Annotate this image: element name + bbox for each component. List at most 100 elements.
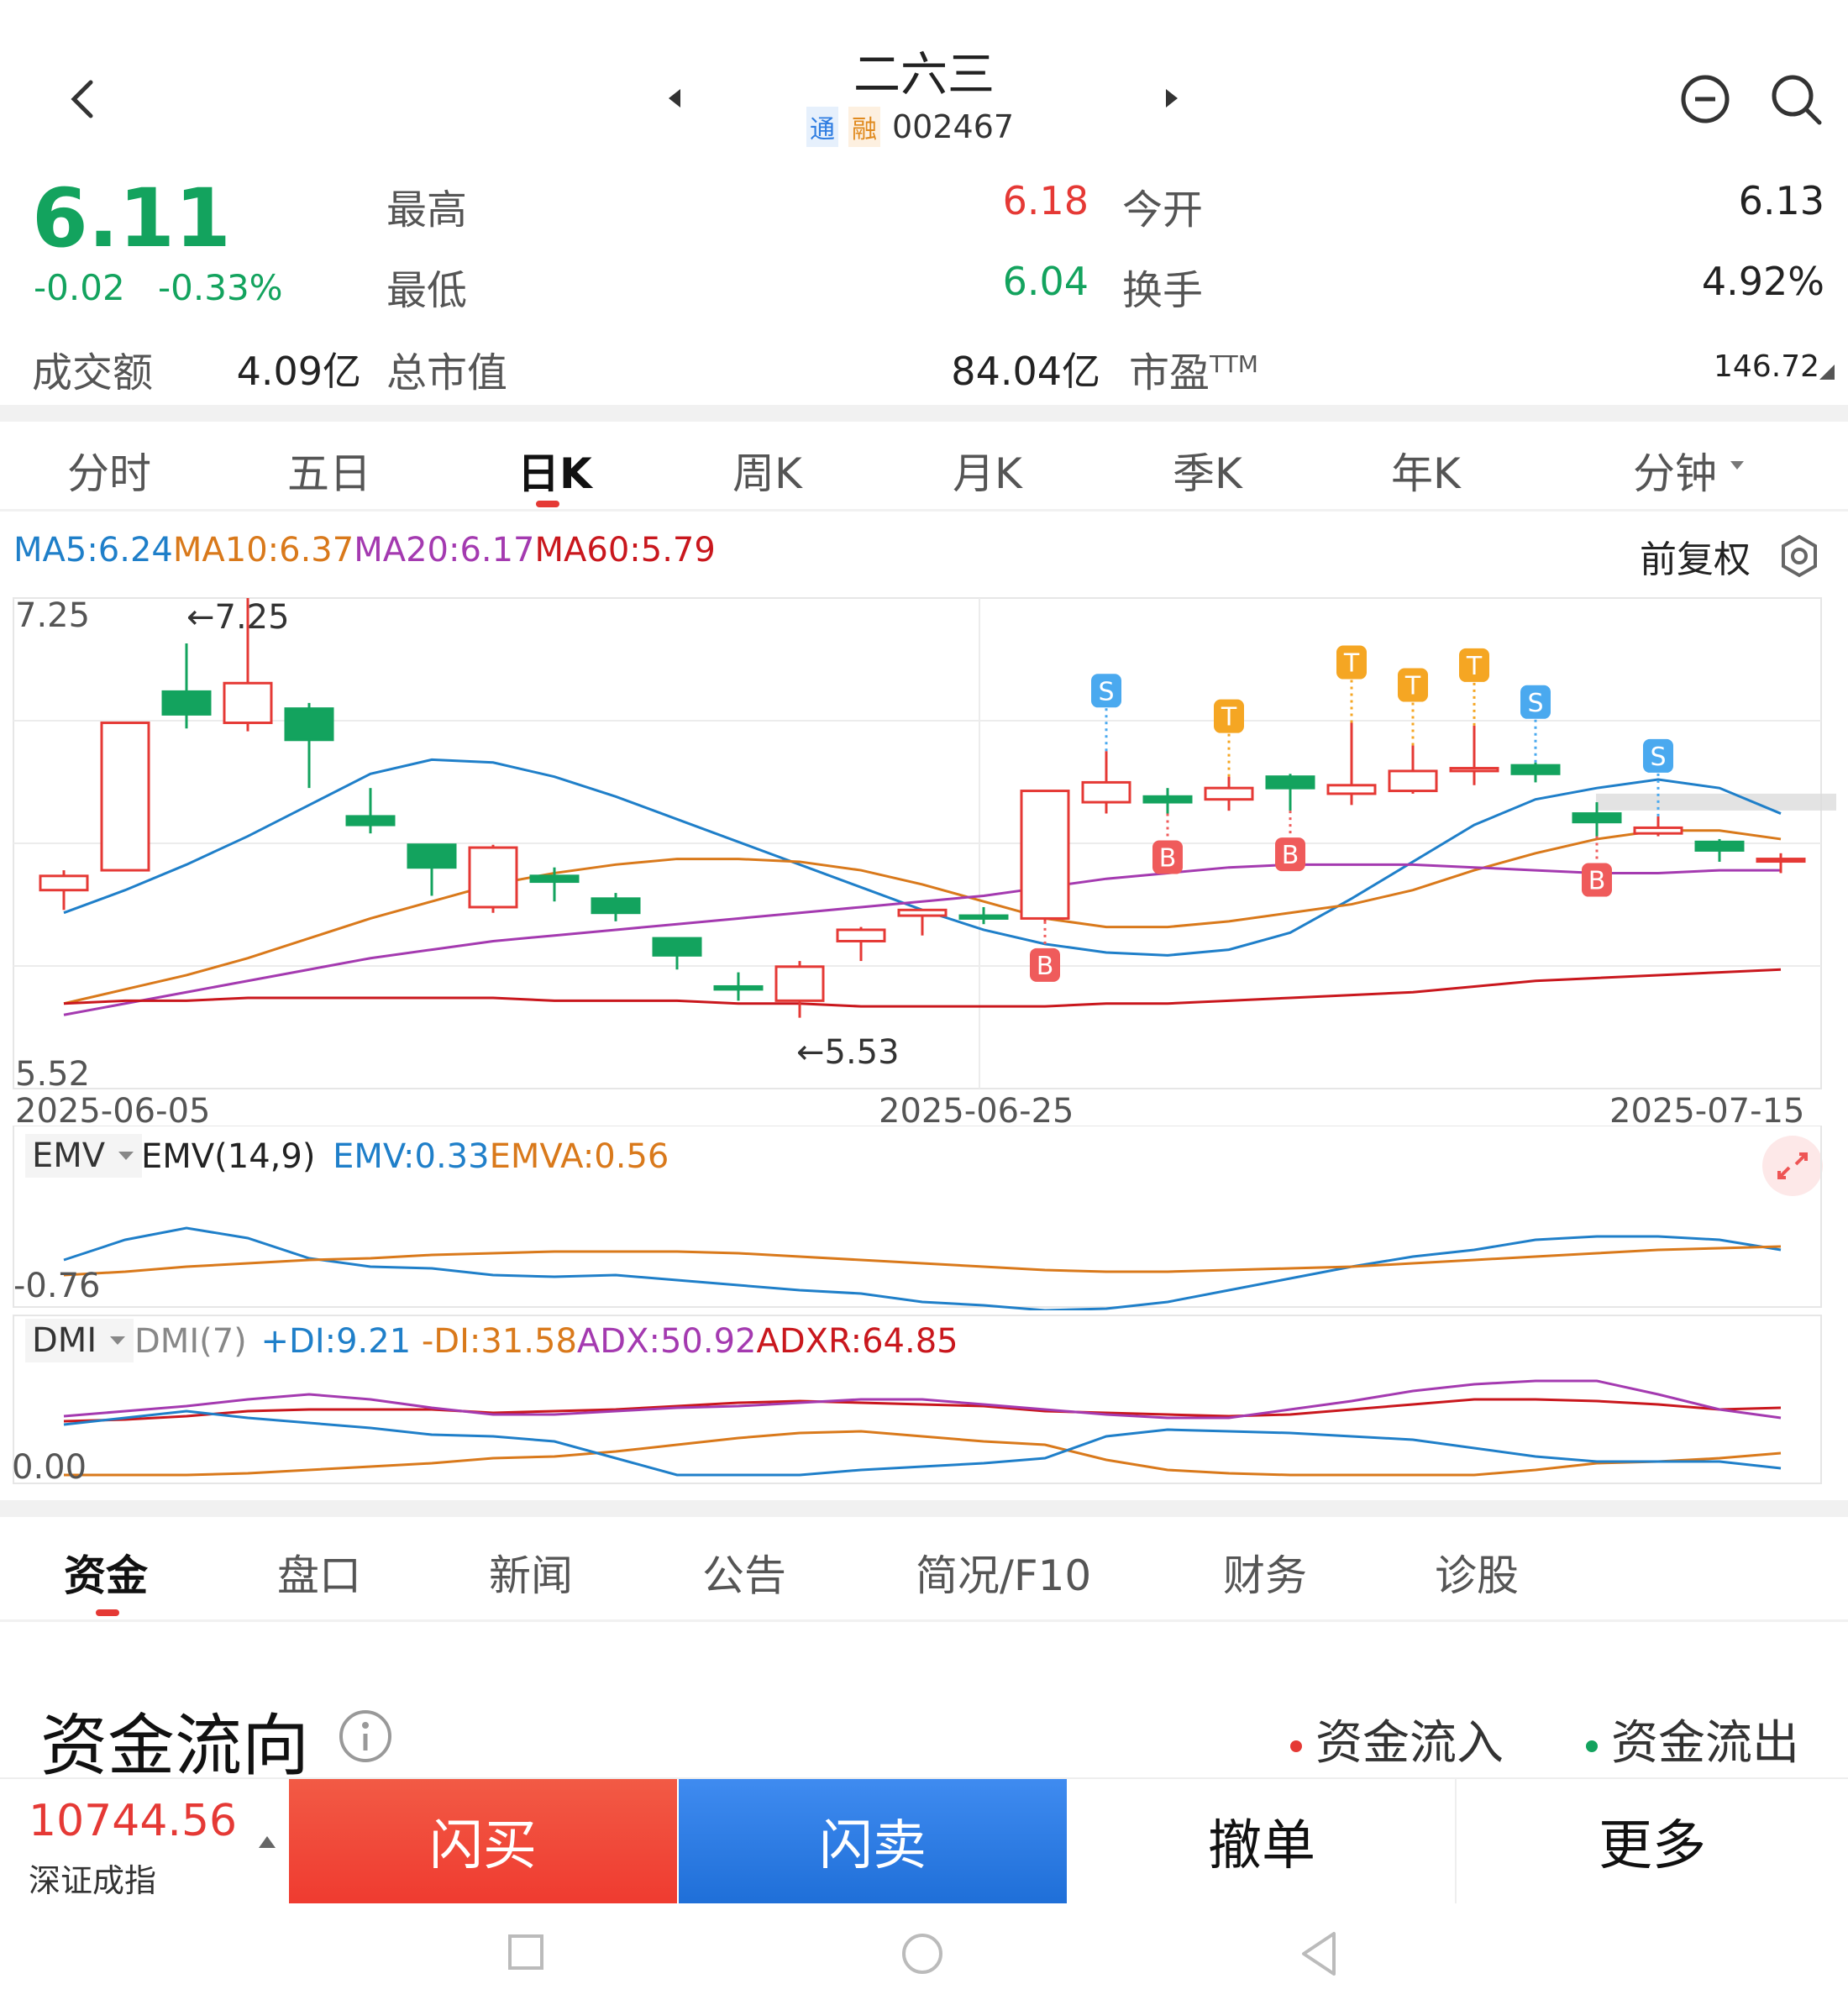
candle-body <box>345 815 396 827</box>
active-info-underline <box>96 1609 119 1616</box>
dmi-selector[interactable]: DMI <box>25 1319 134 1362</box>
emv-selector[interactable]: EMV <box>25 1134 143 1178</box>
tab-info-2[interactable]: 新闻 <box>489 1551 573 1600</box>
dmi-name: DMI <box>32 1321 97 1360</box>
candle-body <box>1388 769 1438 793</box>
adx-value: ADX:50.92 <box>576 1322 757 1361</box>
stock-code: 002467 <box>892 108 1015 145</box>
signal-label: T <box>1343 649 1360 679</box>
rong-badge: 融 <box>848 107 880 147</box>
dmi-chart: 0.00 <box>12 1315 1822 1487</box>
mktcap-label: 总市值 <box>386 349 508 396</box>
amount-label: 成交额 <box>32 349 154 396</box>
minute-dropdown-icon[interactable] <box>1729 459 1746 470</box>
fund-flow-title: 资金流向 <box>40 1707 309 1785</box>
more-label: 更多 <box>1599 1815 1706 1877</box>
signal-label: T <box>1404 672 1421 701</box>
signal-label: B <box>1282 841 1299 870</box>
tab-info-6[interactable]: 诊股 <box>1435 1551 1519 1600</box>
candle-body <box>161 690 212 716</box>
date-label: 2025-06-05 <box>15 1092 210 1126</box>
signal-badge-b <box>1152 840 1183 874</box>
tab-info-1[interactable]: 盘口 <box>277 1551 361 1600</box>
tab-period-7[interactable]: 分钟 <box>1633 449 1717 498</box>
ma-line-ma20 <box>63 863 1781 1016</box>
tab-period-1[interactable]: 五日 <box>287 449 371 498</box>
index-name[interactable]: 深证成指 <box>29 1862 157 1899</box>
candle-body <box>407 843 457 869</box>
adx-line <box>63 1379 1782 1420</box>
flash-buy-button[interactable]: 闪买 <box>289 1779 677 1903</box>
cancel-order-button[interactable]: 撤单 <box>1068 1779 1457 1903</box>
tab-period-4[interactable]: 月K <box>953 449 1022 498</box>
dmi-dropdown-icon <box>110 1336 126 1345</box>
current-price: 6.11 <box>32 171 231 265</box>
tab-info-4[interactable]: 简况/F10 <box>916 1551 1092 1600</box>
ma-legend: MA5:6.24MA10:6.37MA20:6.17MA60:5.79 <box>13 531 716 569</box>
flash-sell-button[interactable]: 闪卖 <box>679 1779 1067 1903</box>
flash-sell-label: 闪卖 <box>819 1815 927 1877</box>
pe-ttm-sup: TTM <box>1210 350 1258 378</box>
flash-buy-label: 闪买 <box>429 1815 537 1877</box>
inflow-label: 资金流入 <box>1315 1716 1504 1771</box>
settings-gear-icon[interactable] <box>1777 534 1821 578</box>
signal-badge-t <box>1336 645 1367 680</box>
price-change-pct: -0.33% <box>158 267 283 308</box>
signal-badge-s <box>1643 738 1673 773</box>
outflow-label: 资金流出 <box>1611 1716 1799 1771</box>
divider <box>0 1500 1848 1517</box>
adjust-label[interactable]: 前复权 <box>1640 538 1751 581</box>
expand-icon[interactable] <box>1762 1136 1823 1196</box>
info-icon[interactable] <box>338 1708 393 1764</box>
next-stock-icon[interactable] <box>1161 86 1181 111</box>
signal-label: S <box>1650 743 1666 772</box>
pe-value[interactable]: 146.72 <box>1714 349 1819 384</box>
candle-body <box>897 908 948 917</box>
candle-body <box>1265 775 1315 790</box>
back-icon[interactable] <box>59 74 109 124</box>
nav-home-icon[interactable] <box>900 1932 944 1976</box>
tab-info-5[interactable]: 财务 <box>1223 1551 1307 1600</box>
tab-period-6[interactable]: 年K <box>1391 449 1461 498</box>
adxr-line <box>63 1398 1782 1423</box>
remove-watchlist-icon[interactable] <box>1678 72 1732 126</box>
signal-label: S <box>1527 689 1543 718</box>
emva-value: EMVA:0.56 <box>489 1137 669 1176</box>
signal-badge-t <box>1459 648 1489 682</box>
tab-info-3[interactable]: 公告 <box>702 1551 786 1600</box>
more-button[interactable]: 更多 <box>1457 1779 1848 1903</box>
search-icon[interactable] <box>1767 71 1826 129</box>
candle-body <box>39 874 89 892</box>
signal-label: T <box>1221 703 1237 732</box>
mktcap-value: 84.04亿 <box>951 349 1100 394</box>
inflow-legend: 资金流入 <box>1290 1705 1504 1773</box>
candle-body <box>713 984 764 991</box>
date-label: 2025-07-15 <box>1609 1092 1804 1126</box>
tab-period-3[interactable]: 周K <box>732 449 802 498</box>
kline-chart[interactable]: B S B T B T T T S B S 7.25 5.52 ←7.25 ←5.53 2025-06-05 2… <box>0 588 1848 1126</box>
ma20-legend: MA20:6.17 <box>354 531 535 569</box>
nav-back-icon[interactable] <box>1300 1930 1337 1977</box>
tab-period-2[interactable]: 日K <box>517 449 592 498</box>
emv-frame <box>13 1126 1822 1308</box>
candle-body <box>100 722 150 872</box>
high-value: 6.18 <box>1002 178 1089 223</box>
low-label: 最低 <box>386 267 468 314</box>
index-value[interactable]: 10744.56 <box>29 1796 238 1846</box>
nav-recent-icon[interactable] <box>507 1934 544 1971</box>
signal-badge-s <box>1091 674 1121 708</box>
candle-body <box>1081 780 1131 804</box>
tong-badge: 通 <box>806 107 838 147</box>
divider <box>0 509 1848 512</box>
ma-line-ma10 <box>63 829 1782 1005</box>
tab-info-0[interactable]: 资金 <box>64 1551 148 1600</box>
tab-period-5[interactable]: 季K <box>1173 449 1242 498</box>
prev-stock-icon[interactable] <box>665 86 685 111</box>
low-marker: ←5.53 <box>796 1033 900 1072</box>
divider <box>0 405 1848 422</box>
tab-period-0[interactable]: 分时 <box>67 449 151 498</box>
pe-label: 市盈TTM <box>1129 339 1258 398</box>
active-period-underline <box>536 501 559 507</box>
candle-body <box>284 707 334 742</box>
pe-corner-icon <box>1819 365 1835 380</box>
